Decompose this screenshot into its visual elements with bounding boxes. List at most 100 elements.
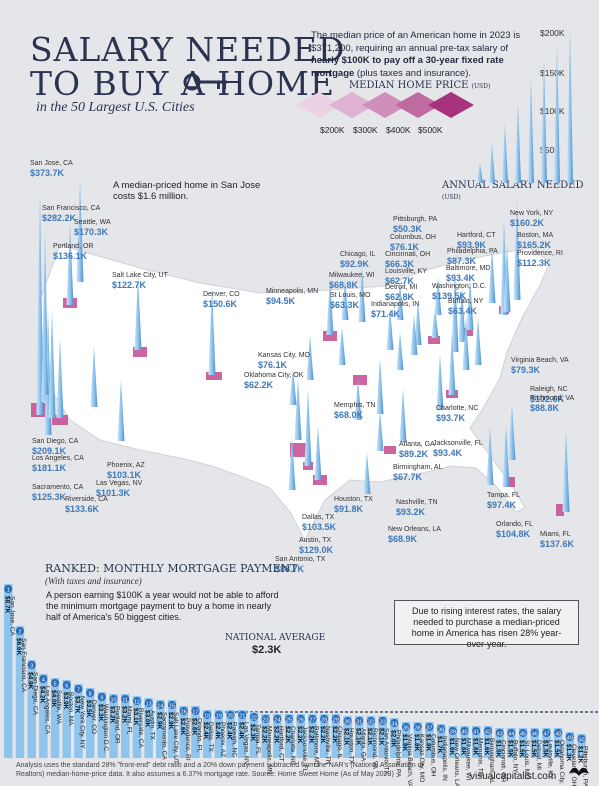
city-name: San Diego, CA [32,438,79,445]
rank-number: 35 [403,726,409,732]
rank-badge [343,717,352,725]
mortgage-bar-value-label: $2.2K [284,726,291,744]
title-line-2: TO BUY A HOME [30,64,335,103]
city-spike [363,452,371,494]
rank-badge [507,729,516,737]
mortgage-bar [74,684,83,758]
city-spike [117,379,125,441]
mortgage-bar [202,710,212,758]
mortgage-bar-city-label: Dallas, TX [207,722,214,753]
city-label: Los Angeles, CA $181.1K [32,455,84,474]
city-label: Memphis, TN $68.0K [334,402,376,421]
scale-spike [489,143,495,183]
mortgage-bar-value-label: $1.8K [401,734,408,752]
mortgage-bar [319,714,329,758]
rank-badge [296,715,305,723]
rank-badge [390,719,399,727]
scale-spike [554,43,560,183]
rank-badge [51,679,60,687]
mortgage-bar-value-label: $2.0K [389,730,396,748]
mortgage-bar-value-label: $2.3K [249,724,256,742]
city-label: Portland, OR $136.1K [53,243,93,262]
rank-number: 24 [274,718,280,724]
mortgage-bar-city-label: New York City, NY [78,696,85,749]
city-label: Kansas City, MO $76.1K [258,352,310,371]
price-legend-title-text: MEDIAN HOME PRICE [349,80,469,91]
city-label: Chicago, IL $92.9K [340,251,375,270]
city-name: Atlanta, GA [399,441,435,448]
salary-scale-title: ANNUAL SALARY NEEDED (USD) [442,180,599,202]
title-line-1: SALARY NEEDED [30,30,346,69]
rank-number: 47 [543,732,549,738]
city-name: Minneapolis, MN [266,288,319,295]
city-label: Richmond, VA $88.8K [530,395,574,414]
rank-number: 20 [227,714,233,720]
metro-area [353,375,367,385]
rank-number: 2 [18,630,21,636]
scale-spike [502,123,508,183]
rank-badge [331,715,340,723]
rank-badge [483,727,492,735]
rank-number: 30 [344,720,350,726]
mortgage-bar-value-label: $2.9K [155,712,162,730]
mortgage-bar [97,692,107,758]
city-name: Seattle, WA [74,219,111,226]
rank-badge [144,699,153,707]
mortgage-bar-value-label: $4.9K [27,672,34,690]
city-spike [90,346,98,407]
mortgage-bar-city-label: Baltimore, MD [312,726,319,767]
mortgage-bar [62,680,71,758]
city-label: Seattle, WA $170.3K [74,219,111,238]
city-name: San Francisco, CA [42,205,101,212]
mortgage-bar-value-label: $2.4K [237,722,244,740]
mortgage-bar-value-label: $3.9K [62,692,69,710]
city-salary-value: $88.8K [530,403,560,413]
rank-badge [39,675,48,683]
city-salary-value: $133.6K [65,504,100,514]
mortgage-bar [425,722,434,758]
mortgage-bar-value-label: $6.6K [15,638,22,656]
mortgage-bar [378,716,387,758]
rank-number: 15 [169,704,175,710]
mortgage-bar [156,700,165,758]
city-label: Minneapolis, MN $94.5K [266,288,318,307]
city-label: Miami, FL $137.6K [540,531,574,550]
mortgage-bar-value-label: $1.6K [448,738,455,756]
city-salary-value: $71.4K [371,309,401,319]
rank-number: 12 [134,700,140,706]
rank-number: 29 [333,718,339,724]
rank-badge [238,711,247,719]
rank-badge [132,697,141,705]
mortgage-bar [249,712,259,758]
rank-number: 9 [100,696,103,702]
rank-number: 17 [192,710,198,716]
city-label: Birmingham, AL $67.7K [393,464,442,483]
city-label: Cincinnati, OH $66.3K [385,251,430,270]
mortgage-bar-value-label: $3.7K [73,696,80,714]
mortgage-bar-city-label: San Jose, CA [8,596,15,636]
city-salary-value: $79.3K [511,365,541,375]
rank-badge [554,729,563,737]
intro-bold: nearly $100K to pay off a 30-year fixed … [311,55,504,79]
mortgage-bar-city-label: Phoenix, AZ [219,722,226,757]
city-salary-value: $89.2K [399,449,429,459]
metro-area [206,372,222,380]
rank-badge [261,715,270,723]
city-salary-value: $101.3K [96,488,131,498]
city-salary-value: $125.3K [32,492,67,502]
city-salary-value: $63.3K [330,300,360,310]
mortgage-bar-value-label: $3.2K [120,706,127,724]
mortgage-bar-city-label: Oklahoma City, OK [558,740,565,786]
mortgage-bar-value-label: $1.5K [518,740,525,758]
mortgage-bar-city-label: Orlando, FL [195,718,202,753]
city-label: Oklahoma City, OK $62.2K [244,372,303,391]
rank-number: 25 [286,718,292,724]
salary-scale-title-text: ANNUAL SALARY NEEDED [442,180,584,191]
rank-badge [437,725,446,733]
mortgage-bar-city-label: Raleigh, NC [231,722,238,757]
rank-number: 14 [157,704,163,710]
city-salary-value: $94.5K [266,296,296,306]
rank-badge [355,717,364,725]
rank-number: 7 [77,688,80,694]
city-salary-value: $68.8K [329,280,359,290]
